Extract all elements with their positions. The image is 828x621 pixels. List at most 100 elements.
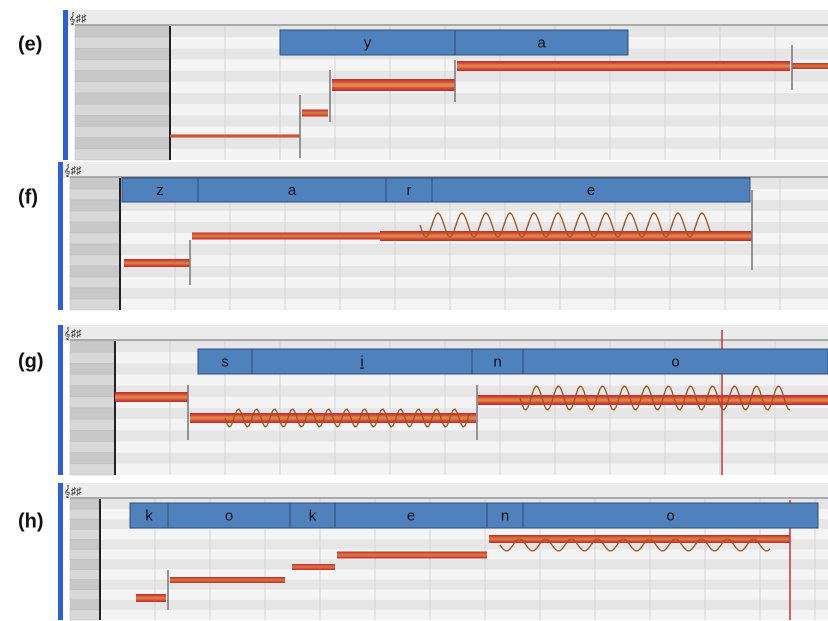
phoneme-label: s <box>221 353 229 370</box>
key-row <box>70 560 100 570</box>
key-row <box>70 539 100 549</box>
key-row <box>70 386 115 397</box>
key-row <box>70 341 115 352</box>
key-row <box>70 442 115 453</box>
key-row <box>70 288 120 299</box>
key-row <box>70 397 115 408</box>
key-row <box>70 222 120 233</box>
pitch-row <box>170 82 828 93</box>
pitch-row <box>170 71 828 82</box>
phoneme-label: e <box>587 182 595 199</box>
phoneme-label: i <box>360 353 363 370</box>
panel-label: (h) <box>18 510 44 532</box>
key-row <box>75 71 170 82</box>
key-row <box>70 352 115 363</box>
key-row <box>70 499 100 509</box>
key-row <box>75 93 170 104</box>
phoneme-label: n <box>493 353 501 370</box>
panel: (f) 𝄞♯♯ z a r e <box>18 162 828 310</box>
pitch-row <box>120 266 828 277</box>
phoneme-label: o <box>671 353 679 370</box>
key-row <box>70 200 120 211</box>
pitch-row <box>115 375 828 386</box>
clef-icon: 𝄞♯♯ <box>69 12 87 25</box>
phoneme-label: k <box>309 507 317 524</box>
pitch-row <box>120 277 828 288</box>
key-row <box>70 580 100 590</box>
key-row <box>75 115 170 126</box>
key-row <box>70 529 100 539</box>
pitch-row <box>170 115 828 126</box>
key-row <box>70 549 100 559</box>
key-row <box>75 37 170 48</box>
key-row <box>70 211 120 222</box>
pitch-row <box>170 149 828 160</box>
key-row <box>70 363 115 374</box>
key-row <box>75 48 170 59</box>
pitch-row <box>115 453 828 464</box>
key-row <box>70 453 115 464</box>
panel: (g) 𝄞♯♯ s i n o <box>18 325 828 475</box>
clef-icon: 𝄞♯♯ <box>64 164 82 177</box>
phoneme-label: a <box>537 34 546 51</box>
pitch-row <box>170 104 828 115</box>
pitch-row <box>115 464 828 475</box>
phoneme-label: y <box>364 34 372 51</box>
key-row <box>70 430 115 441</box>
panel: (e) 𝄞♯♯ y a <box>18 10 828 160</box>
pitch-row <box>100 610 828 620</box>
phoneme-label: k <box>145 507 153 524</box>
phoneme-label: z <box>156 182 164 199</box>
key-row <box>70 464 115 475</box>
ruler <box>62 162 828 178</box>
key-row <box>75 149 170 160</box>
pitch-row <box>100 600 828 610</box>
pitch-row <box>120 211 828 222</box>
key-row <box>70 244 120 255</box>
ruler <box>67 10 828 26</box>
phoneme-label: o <box>225 507 233 524</box>
panel-label: (e) <box>18 33 42 55</box>
key-row <box>70 233 120 244</box>
phoneme-label: e <box>407 507 415 524</box>
pitch-row <box>100 560 828 570</box>
key-row <box>70 570 100 580</box>
phoneme-label: n <box>501 507 509 524</box>
side-bar <box>63 10 68 160</box>
side-bar <box>58 162 63 310</box>
key-row <box>70 255 120 266</box>
key-row <box>75 127 170 138</box>
key-row <box>75 82 170 93</box>
key-row <box>70 590 100 600</box>
pitch-row <box>100 590 828 600</box>
pitch-row <box>170 138 828 149</box>
key-row <box>70 189 120 200</box>
key-row <box>75 104 170 115</box>
key-row <box>70 610 100 620</box>
key-row <box>70 375 115 386</box>
figure: (e)𝄞♯♯ya(f)𝄞♯♯zare(g)𝄞♯♯sino(h)𝄞♯♯kokeno <box>0 0 828 621</box>
panel: (h)𝄞♯♯kokeno <box>18 483 828 620</box>
pitch-row <box>120 255 828 266</box>
clef-icon: 𝄞♯♯ <box>64 327 82 340</box>
phoneme-label: a <box>288 182 297 199</box>
key-row <box>70 266 120 277</box>
panel-label: (f) <box>18 186 38 208</box>
key-row <box>70 600 100 610</box>
key-row <box>70 408 115 419</box>
key-row <box>70 277 120 288</box>
key-row <box>75 60 170 71</box>
page: (e)𝄞♯♯ya(f)𝄞♯♯zare(g)𝄞♯♯sino(h)𝄞♯♯kokeno… <box>0 0 828 621</box>
side-bar <box>58 483 63 620</box>
pitch-row <box>120 244 828 255</box>
panel-label: (g) <box>18 350 44 372</box>
pitch-row <box>170 93 828 104</box>
pitch-row <box>115 442 828 453</box>
phoneme-label: r <box>407 182 412 199</box>
ruler <box>62 483 828 499</box>
clef-icon: 𝄞♯♯ <box>64 485 82 498</box>
pitch-row <box>115 430 828 441</box>
key-row <box>75 26 170 37</box>
key-row <box>70 519 100 529</box>
key-row <box>70 299 120 310</box>
